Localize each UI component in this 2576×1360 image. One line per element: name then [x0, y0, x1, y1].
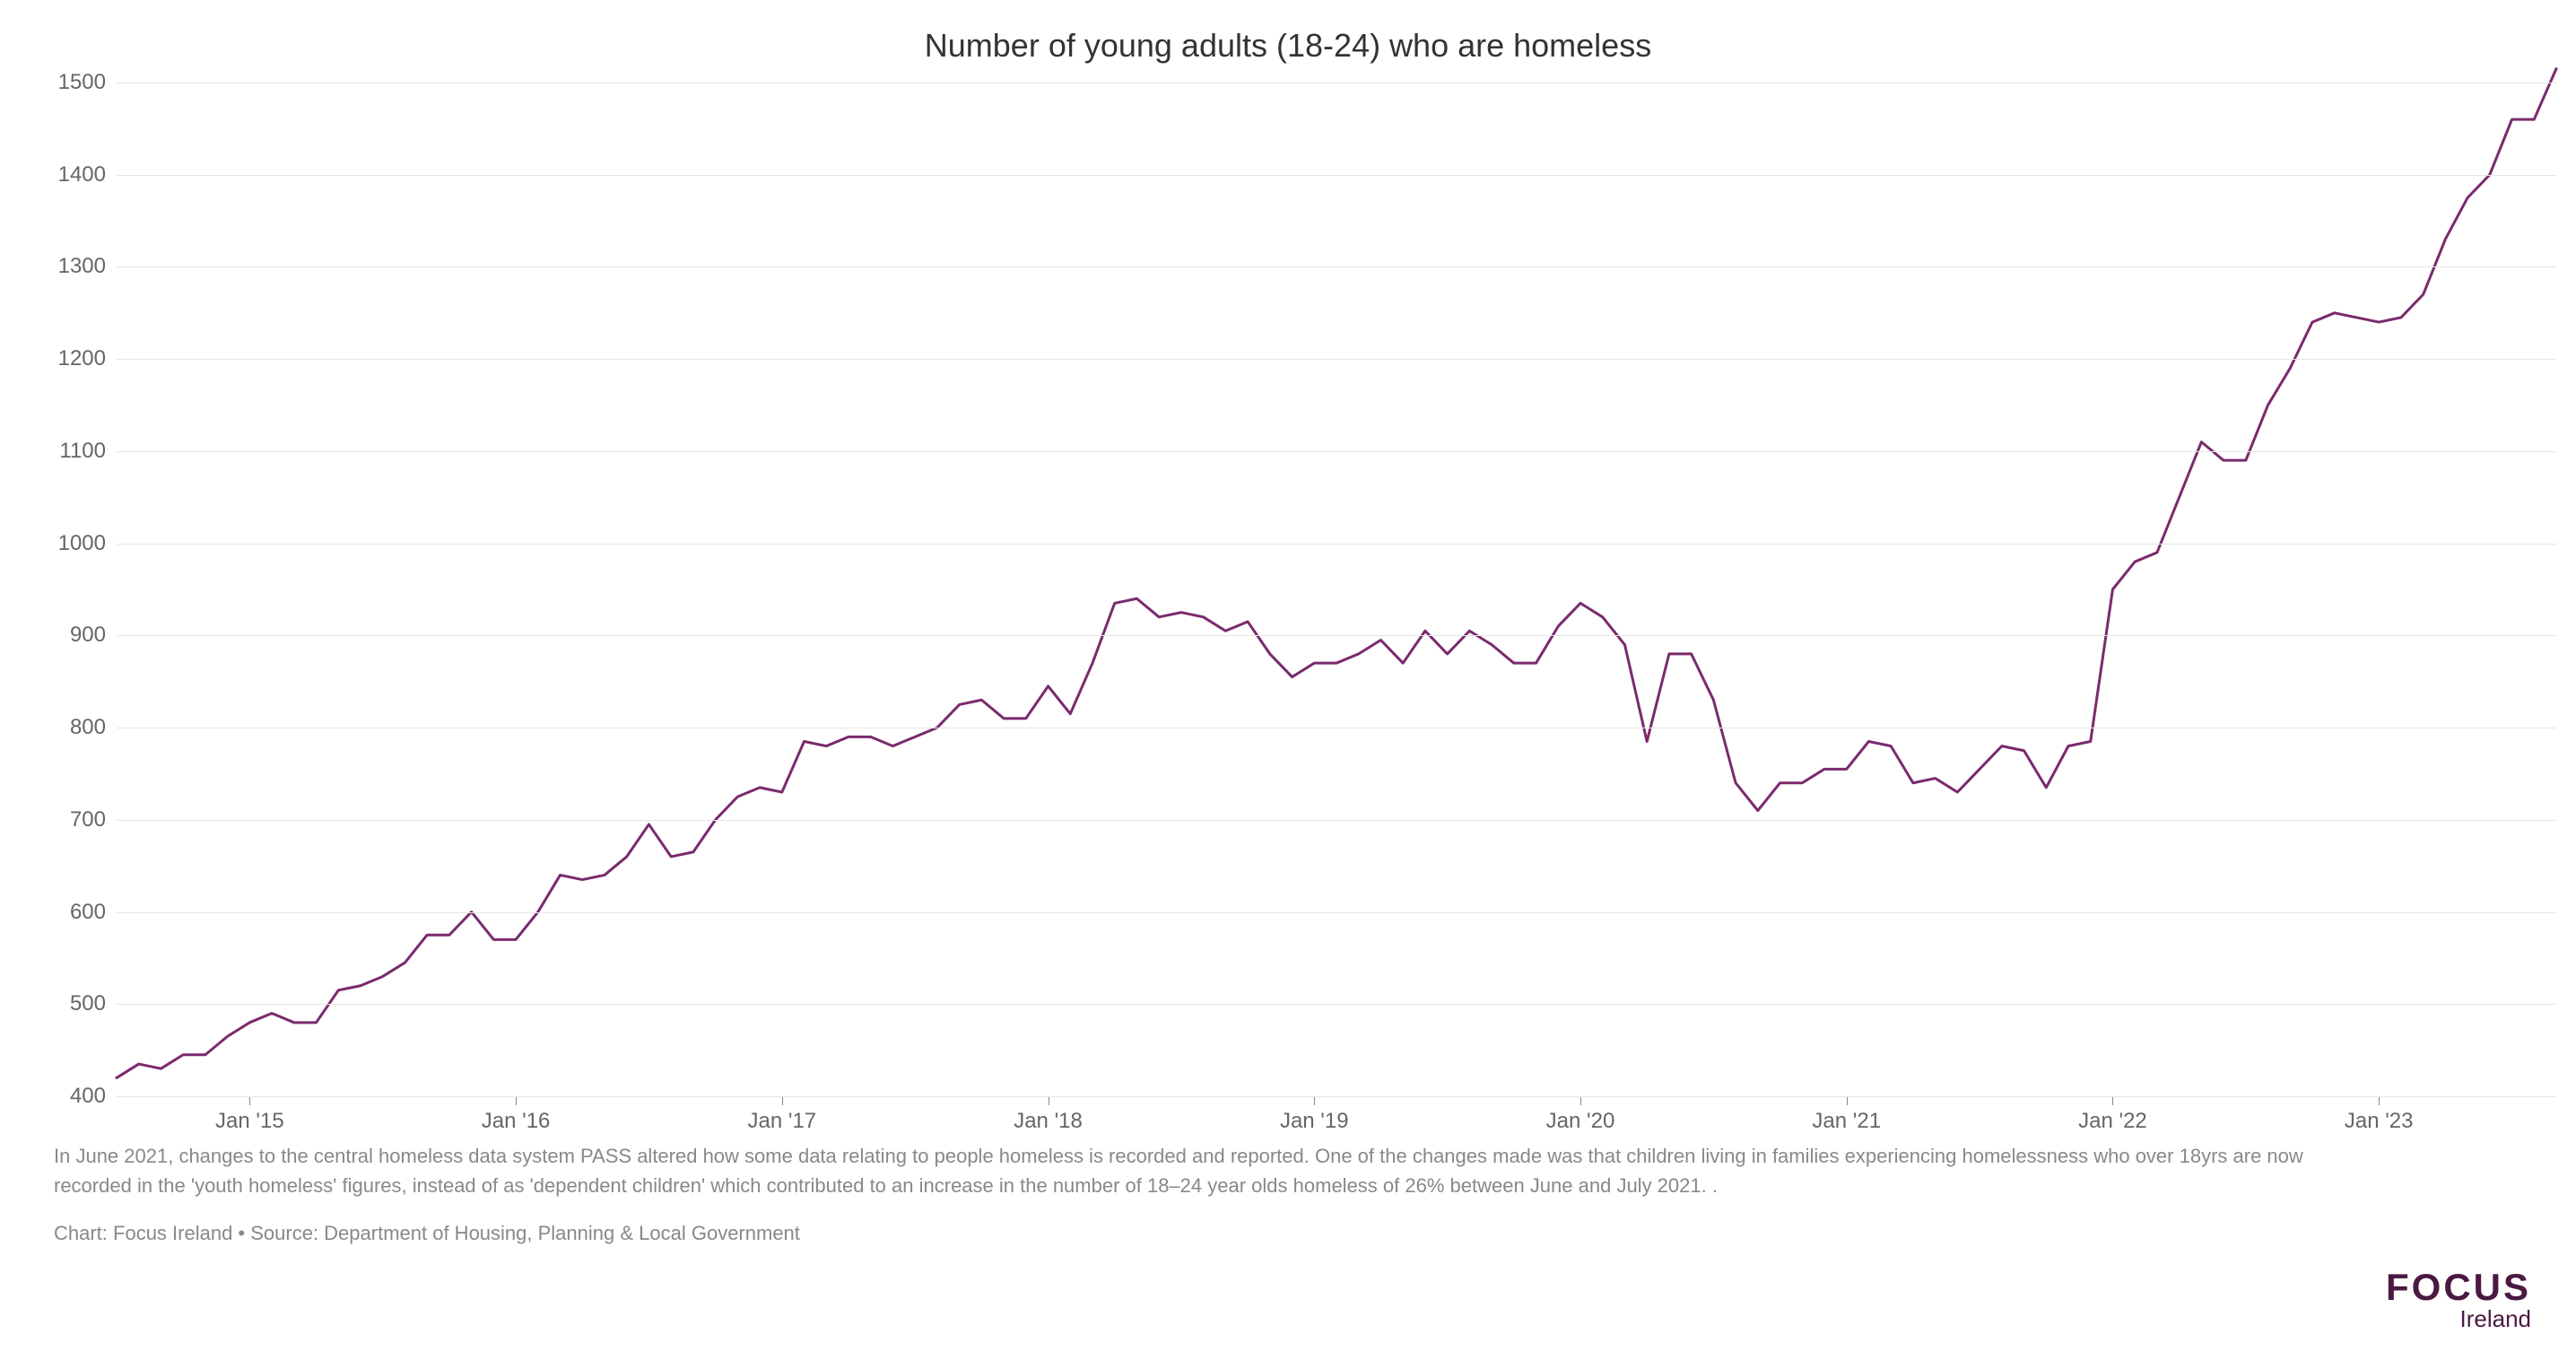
line-path-svg [117, 83, 2556, 1096]
y-tick-label: 1500 [58, 70, 106, 95]
y-gridline [117, 1096, 2556, 1097]
x-tick-label: Jan '18 [1014, 1109, 1083, 1134]
x-tick-label: Jan '20 [1546, 1109, 1615, 1134]
y-tick-label: 1400 [58, 162, 106, 187]
x-tick-mark [2379, 1096, 2380, 1105]
y-tick-label: 1300 [58, 254, 106, 279]
y-tick-label: 800 [70, 715, 106, 740]
x-tick-mark [1580, 1096, 1581, 1105]
y-tick-label: 1000 [58, 531, 106, 556]
x-tick-label: Jan '21 [1812, 1109, 1881, 1134]
plot-area: Jan '15Jan '16Jan '17Jan '18Jan '19Jan '… [117, 83, 2556, 1096]
y-tick-label: 600 [70, 900, 106, 925]
logo-sub-text: Ireland [2386, 1305, 2531, 1333]
x-tick-label: Jan '22 [2078, 1109, 2147, 1134]
y-gridline [117, 359, 2556, 360]
chart-title: Number of young adults (18-24) who are h… [36, 27, 2540, 65]
y-tick-label: 900 [70, 623, 106, 648]
x-tick-mark [1847, 1096, 1848, 1105]
x-tick-label: Jan '17 [747, 1109, 816, 1134]
y-tick-label: 400 [70, 1084, 106, 1109]
x-tick-label: Jan '19 [1280, 1109, 1349, 1134]
y-gridline [117, 635, 2556, 636]
y-gridline [117, 1004, 2556, 1005]
data-line [117, 69, 2556, 1078]
y-gridline [117, 820, 2556, 821]
x-tick-mark [1314, 1096, 1315, 1105]
y-gridline [117, 451, 2556, 452]
x-tick-mark [2112, 1096, 2113, 1105]
x-tick-mark [782, 1096, 783, 1105]
y-tick-label: 700 [70, 807, 106, 833]
logo-main-text: FOCUS [2386, 1266, 2531, 1309]
x-tick-label: Jan '15 [215, 1109, 284, 1134]
focus-ireland-logo: FOCUS Ireland [2386, 1266, 2531, 1333]
y-tick-label: 1100 [59, 439, 106, 464]
x-tick-mark [249, 1096, 250, 1105]
x-tick-label: Jan '16 [482, 1109, 551, 1134]
x-tick-label: Jan '23 [2345, 1109, 2414, 1134]
y-tick-label: 500 [70, 991, 106, 1016]
x-tick-mark [516, 1096, 517, 1105]
y-gridline [117, 912, 2556, 913]
chart-container: Jan '15Jan '16Jan '17Jan '18Jan '19Jan '… [54, 83, 2522, 1096]
chart-credit: Chart: Focus Ireland • Source: Departmen… [54, 1222, 2540, 1245]
chart-footnote: In June 2021, changes to the central hom… [54, 1141, 2343, 1200]
y-gridline [117, 544, 2556, 545]
y-gridline [117, 266, 2556, 267]
y-tick-label: 1200 [58, 346, 106, 371]
y-gridline [117, 175, 2556, 176]
